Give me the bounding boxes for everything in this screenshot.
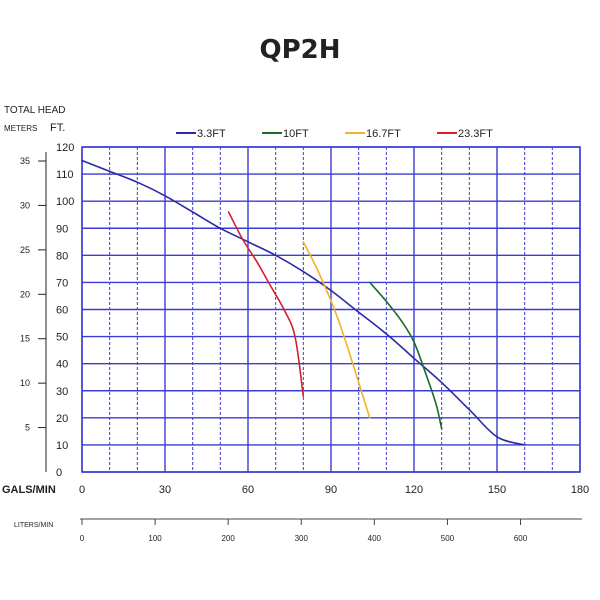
x-tick-label: 30 — [159, 484, 171, 496]
series-lines — [81, 159, 526, 446]
x-axis-title: GALS/MIN — [2, 484, 56, 496]
x-tick-label: 120 — [405, 484, 423, 496]
feet-tick-label: 30 — [56, 386, 68, 398]
x-tick-label: 0 — [79, 484, 85, 496]
meters-tick-label: 5 — [25, 423, 30, 433]
x-tick-label: 60 — [242, 484, 254, 496]
liters-tick-label: 400 — [368, 534, 382, 543]
legend-label: 10FT — [283, 128, 309, 140]
feet-tick-label: 60 — [56, 305, 68, 317]
meters-tick-label: 20 — [20, 289, 30, 299]
legend: 3.3FT 10FT 16.7FT 23.3FT — [176, 128, 493, 140]
feet-tick-label: 50 — [56, 332, 68, 344]
liters-tick-label: 100 — [148, 534, 162, 543]
legend-label: 3.3FT — [197, 128, 226, 140]
x-tick-label: 150 — [488, 484, 506, 496]
feet-tick-label: 70 — [56, 277, 68, 289]
feet-tick-label: 0 — [56, 467, 62, 479]
liters-tick-label: 600 — [514, 534, 528, 543]
x2-axis-title: LITERS/MIN — [14, 522, 53, 529]
series-line-3-3ft — [81, 159, 526, 446]
y-axis-title: TOTAL HEAD — [4, 105, 66, 116]
chart-title: QP2H — [259, 35, 340, 65]
feet-tick-label: 100 — [56, 196, 74, 208]
liters-tick-label: 300 — [295, 534, 309, 543]
x-tick-label: 90 — [325, 484, 337, 496]
meters-tick-label: 15 — [20, 334, 30, 344]
feet-tick-label: 20 — [56, 413, 68, 425]
liters-tick-label: 200 — [221, 534, 235, 543]
meters-tick-label: 10 — [20, 378, 30, 388]
feet-tick-label: 40 — [56, 359, 68, 371]
x-tick-label: 180 — [571, 484, 589, 496]
legend-label: 16.7FT — [366, 128, 401, 140]
meters-tick-label: 35 — [20, 156, 30, 166]
meters-tick-label: 30 — [20, 200, 30, 210]
meters-tick-label: 25 — [20, 245, 30, 255]
meters-axis-title: METERS — [4, 124, 37, 133]
grid — [81, 146, 581, 473]
series-line-10ft — [368, 281, 443, 430]
liters-tick-label: 500 — [441, 534, 455, 543]
feet-tick-label: 110 — [56, 169, 74, 181]
feet-tick-label: 10 — [56, 440, 68, 452]
feet-axis-title: FT. — [50, 122, 65, 134]
series-line-23-3ft — [227, 211, 305, 397]
axes: 0 10 20 30 40 50 60 70 80 90 100 110 120 5 10 15 20 25 30 3… — [20, 142, 589, 543]
feet-tick-label: 90 — [56, 223, 68, 235]
legend-label: 23.3FT — [458, 128, 493, 140]
feet-tick-label: 80 — [56, 250, 68, 262]
series-line-16-7ft — [302, 241, 371, 419]
plot-frame — [81, 146, 581, 473]
liters-tick-label: 0 — [80, 534, 85, 543]
feet-tick-label: 120 — [56, 142, 74, 154]
